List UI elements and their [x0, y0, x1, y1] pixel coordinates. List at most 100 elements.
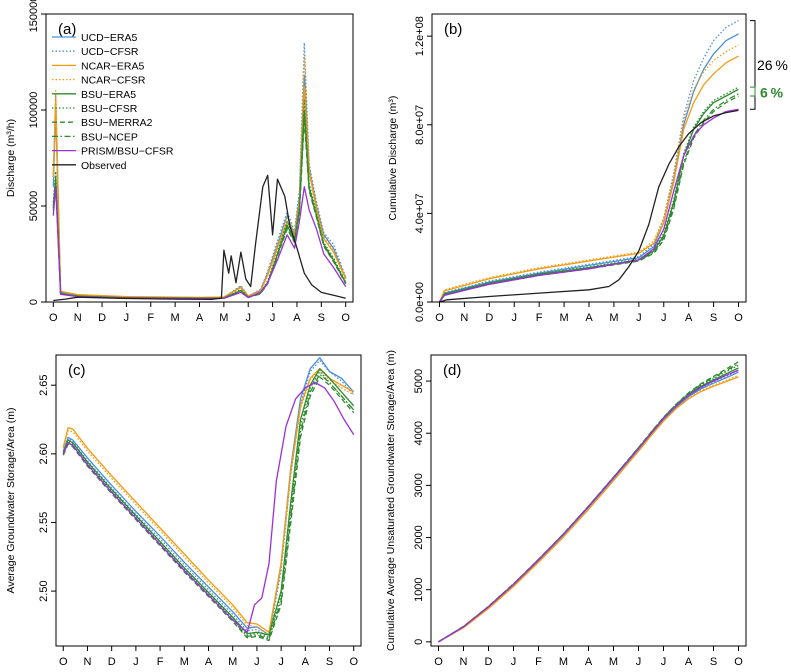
- panel-label: (a): [58, 21, 76, 38]
- series-line-4: [62, 368, 355, 636]
- series-line-3: [52, 55, 347, 299]
- x-tick-label: N: [460, 312, 468, 324]
- x-tick-label: J: [133, 656, 139, 668]
- x-tick-label: F: [157, 656, 164, 668]
- x-tick-label: O: [341, 312, 350, 324]
- x-tick-label: O: [734, 312, 743, 324]
- x-tick-label: A: [205, 656, 213, 668]
- x-tick-label: J: [254, 656, 260, 668]
- x-tick-label: S: [710, 312, 717, 324]
- y-tick-label: 2.55: [38, 512, 50, 533]
- x-tick-label: J: [661, 312, 667, 324]
- series-line-4: [438, 367, 739, 643]
- y-tick-label: 2000: [413, 525, 425, 549]
- x-tick-label: A: [585, 656, 593, 668]
- legend-label-6: BSU−MERRA2: [81, 117, 153, 129]
- y-axis-title: Average Groundwater Storage/Area (m): [5, 408, 17, 594]
- x-tick-label: D: [98, 312, 106, 324]
- x-tick-label: M: [180, 656, 189, 668]
- x-tick-label: J: [661, 656, 667, 668]
- series-line-9: [53, 174, 346, 302]
- legend-label-3: NCAR−CFSR: [81, 75, 146, 87]
- x-tick-label: A: [585, 312, 593, 324]
- panel-a: O N D J F M A M J J A S O 0 50000 100000 150000 Discharge…: [5, 0, 354, 324]
- x-tick-label: D: [485, 656, 493, 668]
- x-tick-label: M: [609, 656, 618, 668]
- x-tick-label: M: [219, 312, 228, 324]
- x-tick-label: A: [685, 312, 693, 324]
- series-line-8: [52, 186, 347, 300]
- series-line-8: [62, 381, 355, 633]
- x-tick-label: F: [536, 312, 543, 324]
- series-line-2: [62, 368, 355, 633]
- plot-frame: [431, 13, 747, 303]
- x-tick-label: M: [609, 312, 618, 324]
- y-tick-label: 4.0e+07: [414, 193, 426, 233]
- x-tick-label: J: [124, 312, 130, 324]
- series-line-2: [438, 376, 739, 643]
- y-tick-label: 3000: [413, 473, 425, 497]
- series-line-2: [438, 55, 739, 302]
- panel-label: (b): [444, 21, 462, 38]
- x-tick-label: S: [710, 656, 717, 668]
- series-line-1: [438, 20, 739, 302]
- legend-label-9: Observed: [81, 160, 127, 172]
- series-line-3: [62, 369, 355, 636]
- series-line-9: [439, 109, 739, 302]
- x-tick-label: F: [147, 312, 154, 324]
- y-axis-title: Cumulative Discharge (m³): [387, 96, 399, 221]
- x-tick-label: J: [636, 656, 642, 668]
- panel-label: (d): [443, 362, 461, 379]
- series-group: [438, 361, 739, 643]
- plot-frame: [430, 354, 747, 647]
- x-tick-label: O: [349, 656, 358, 668]
- series-line-5: [438, 86, 739, 302]
- x-tick-label: O: [59, 656, 68, 668]
- x-tick-label: M: [559, 312, 568, 324]
- x-tick-label: J: [511, 312, 517, 324]
- panel-c: O N D J F M A M J J A S O 2.50 2.55 2.60 2.65 Average Gro…: [5, 354, 362, 668]
- x-tick-label: O: [435, 312, 444, 324]
- x-tick-label: O: [734, 656, 743, 668]
- annotation-6-percent: 6 %: [760, 85, 784, 101]
- x-tick-label: M: [559, 656, 568, 668]
- x-tick-label: A: [302, 656, 310, 668]
- legend-label-1: UCD−CFSR: [81, 46, 139, 58]
- series-line-5: [438, 364, 739, 643]
- y-tick-label: 8.0e+07: [414, 105, 426, 145]
- x-tick-label: S: [326, 656, 333, 668]
- legend-label-5: BSU−CFSR: [81, 103, 138, 115]
- legend-label-2: NCAR−ERA5: [81, 60, 144, 72]
- series-line-8: [438, 108, 739, 302]
- x-tick-label: N: [74, 312, 82, 324]
- panel-label: (c): [68, 362, 86, 379]
- series-line-8: [438, 369, 739, 643]
- y-tick-label: 5000: [413, 369, 425, 393]
- y-tick-label: 2.60: [38, 443, 50, 464]
- x-tick-label: N: [83, 656, 91, 668]
- x-tick-label: M: [228, 656, 237, 668]
- y-tick-label: 0: [28, 299, 40, 305]
- x-tick-label: M: [171, 312, 180, 324]
- x-tick-label: J: [278, 656, 284, 668]
- plot-frame: [55, 354, 362, 647]
- y-tick-label: 0: [413, 639, 425, 645]
- y-tick-label: 2.65: [38, 374, 50, 395]
- annotations: 26 % 6 %: [750, 20, 788, 110]
- legend-label-4: BSU−ERA5: [81, 89, 136, 101]
- series-line-0: [438, 33, 739, 302]
- y-tick-label: 150000: [28, 0, 40, 32]
- series-group: [438, 20, 739, 302]
- series-line-3: [438, 374, 739, 643]
- x-tick-label: J: [636, 312, 642, 324]
- x-tick-label: D: [108, 656, 116, 668]
- panel-b: O N D J F M A M J J A S O 0.0e+00 4.0e+07 8.0e+07 1.2e+0…: [387, 13, 788, 324]
- bracket-6-percent: [750, 86, 756, 97]
- y-tick-label: 50000: [28, 191, 40, 222]
- series-line-7: [438, 363, 739, 643]
- panel-d: O N D J F M A M J J A S O 0 1000 2000 3000 4000 5000 Cumula…: [385, 350, 747, 668]
- legend-label-8: PRISM/BSU−CFSR: [81, 146, 174, 158]
- x-tick-label: A: [293, 312, 301, 324]
- series-line-7: [62, 373, 355, 640]
